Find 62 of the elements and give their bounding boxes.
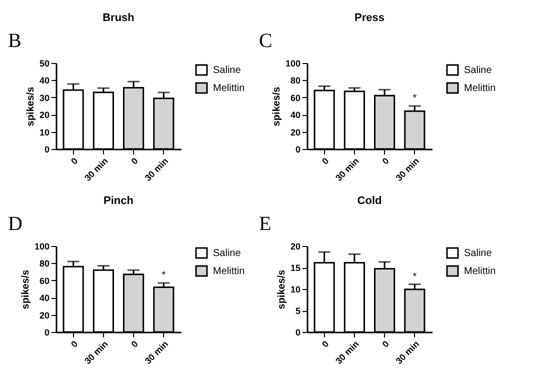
legend-label: Saline	[464, 65, 492, 76]
x-tick-label: 30 min	[82, 338, 110, 366]
y-tick-label: 80	[39, 258, 50, 269]
x-tick-label: 30 min	[142, 338, 170, 366]
y-axis-title: spikes/s	[271, 86, 282, 126]
x-tick-label: 0	[320, 156, 331, 166]
y-tick-label: 0	[295, 144, 300, 154]
y-tick-label: 100	[34, 242, 50, 252]
y-tick-label: 60	[39, 276, 50, 286]
y-tick-label: 15	[290, 263, 300, 273]
y-tick-label: 20	[39, 110, 50, 120]
y-tick-label: 5	[295, 306, 300, 316]
x-tick-label: 30 min	[142, 156, 170, 184]
x-tick-label: 0	[380, 338, 391, 350]
text: D	[8, 213, 22, 235]
annotation: *	[412, 93, 417, 104]
legend-label: Saline	[464, 248, 492, 259]
y-tick-label: 0	[44, 144, 50, 154]
y-axis-title: spikes/s	[25, 86, 36, 126]
chart-title: Brush	[102, 12, 135, 24]
x-tick-label: 0	[320, 338, 331, 350]
text: C	[259, 30, 272, 52]
x-tick-label: 0	[129, 156, 140, 166]
y-tick-label: 20	[39, 310, 50, 320]
legend-label: Melittin	[464, 266, 496, 277]
y-axis-title: spikes/s	[20, 269, 32, 310]
annotation: *	[412, 271, 417, 282]
y-tick-label: 50	[39, 58, 50, 68]
y-tick-label: 10	[39, 127, 50, 138]
chart-title: Press	[354, 12, 384, 24]
y-tick-label: 80	[290, 76, 300, 86]
y-tick-label: 0	[44, 328, 50, 338]
text: E	[259, 213, 272, 235]
chart-title: Cold	[357, 195, 382, 207]
x-tick-label: 30 min	[394, 156, 422, 184]
y-tick-label: 20	[290, 242, 300, 252]
y-tick-label: 40	[39, 76, 50, 86]
x-tick-label: 0	[129, 338, 140, 350]
y-tick-label: 0	[295, 328, 300, 338]
y-tick-label: 100	[285, 58, 300, 68]
x-tick-label: 0	[69, 156, 80, 166]
y-tick-label: 30	[39, 92, 50, 103]
chart-title: Pinch	[104, 195, 134, 207]
y-tick-label: 40	[39, 293, 50, 304]
legend-label: Melittin	[464, 83, 496, 94]
y-axis-title: spikes/s	[276, 269, 288, 310]
text: B	[8, 30, 22, 52]
x-tick-label: 30 min	[334, 338, 361, 366]
x-tick-label: 30 min	[82, 156, 110, 184]
x-tick-label: 30 min	[394, 338, 422, 366]
x-tick-label: 0	[69, 338, 80, 350]
annotation: *	[162, 270, 166, 281]
legend-label: Melittin	[213, 83, 245, 94]
x-tick-label: 30 min	[334, 156, 361, 184]
legend-label: Melittin	[213, 266, 245, 277]
y-tick-label: 10	[290, 284, 300, 294]
y-tick-label: 40	[290, 110, 300, 120]
x-tick-label: 0	[380, 156, 391, 166]
legend-label: Saline	[213, 65, 242, 76]
legend-label: Saline	[213, 248, 242, 259]
y-tick-label: 60	[290, 92, 300, 103]
y-tick-label: 20	[290, 127, 300, 138]
